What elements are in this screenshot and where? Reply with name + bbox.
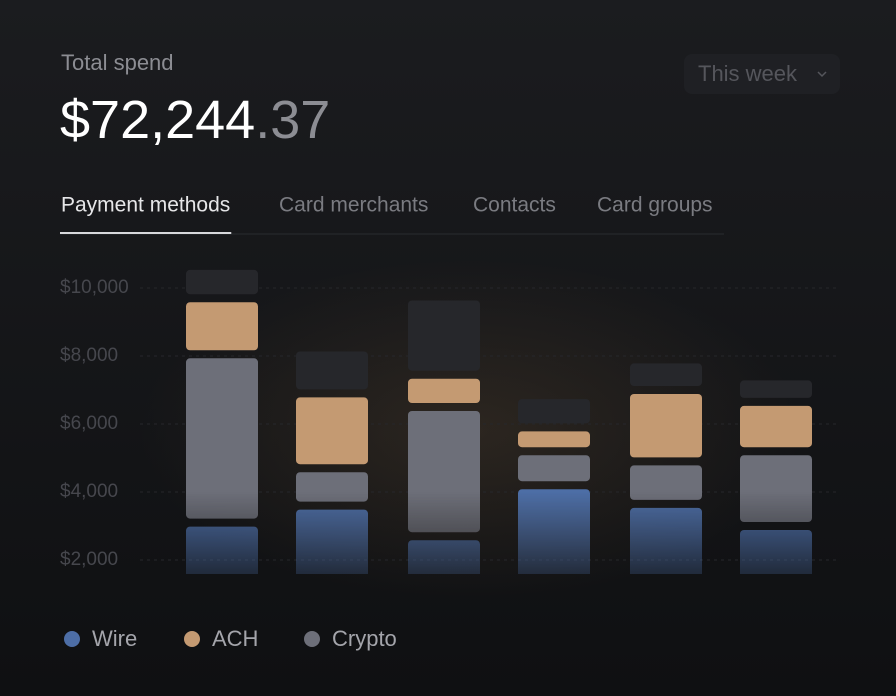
bar-segment: [408, 411, 480, 533]
legend-label: Wire: [92, 626, 137, 651]
legend-label: Crypto: [332, 626, 397, 651]
bar-segment: [296, 397, 368, 465]
tab[interactable]: Contacts: [473, 194, 556, 217]
total-label: Total spend: [61, 50, 174, 75]
y-tick-label: $2,000: [60, 549, 118, 570]
tab[interactable]: Payment methods: [61, 194, 230, 217]
bar-segment: [186, 302, 258, 351]
period-button[interactable]: [684, 54, 840, 94]
period-label[interactable]: This week: [698, 61, 798, 86]
bar-segment: [740, 530, 812, 574]
bar-segment: [408, 540, 480, 574]
total-amount: $72,244.37: [60, 90, 330, 150]
legend-swatch: [184, 631, 200, 647]
y-tick-label: $10,000: [60, 277, 129, 298]
legend-swatch: [64, 631, 80, 647]
bar-segment: [186, 358, 258, 519]
bar-segment: [630, 394, 702, 458]
bar-segment: [518, 431, 590, 448]
bar-segment: [518, 455, 590, 482]
chevron: [817, 71, 827, 78]
bar-segment: [296, 351, 368, 390]
period-select[interactable]: This week: [684, 54, 840, 94]
bar-segment: [630, 465, 702, 500]
bar-segment: [518, 489, 590, 574]
bar-segment: [408, 300, 480, 371]
y-tick-label: $6,000: [60, 413, 118, 434]
bar-segment: [630, 507, 702, 574]
bar-segment: [518, 399, 590, 424]
bar-segment: [630, 363, 702, 386]
bar-segment: [296, 509, 368, 574]
bar-segment: [296, 472, 368, 502]
bar-segment: [740, 380, 812, 398]
tab-underline: [60, 232, 232, 234]
legend-swatch: [304, 631, 320, 647]
tab[interactable]: Card merchants: [279, 194, 428, 217]
tab[interactable]: Card groups: [597, 194, 713, 217]
legend-label: ACH: [212, 626, 258, 651]
bar-segment: [740, 405, 812, 448]
y-tick-label: $4,000: [60, 481, 118, 502]
y-tick-label: $8,000: [60, 345, 118, 366]
bar-segment: [408, 378, 480, 403]
bar-segment: [186, 269, 258, 295]
bar-segment: [186, 526, 258, 574]
bar-segment: [740, 455, 812, 522]
